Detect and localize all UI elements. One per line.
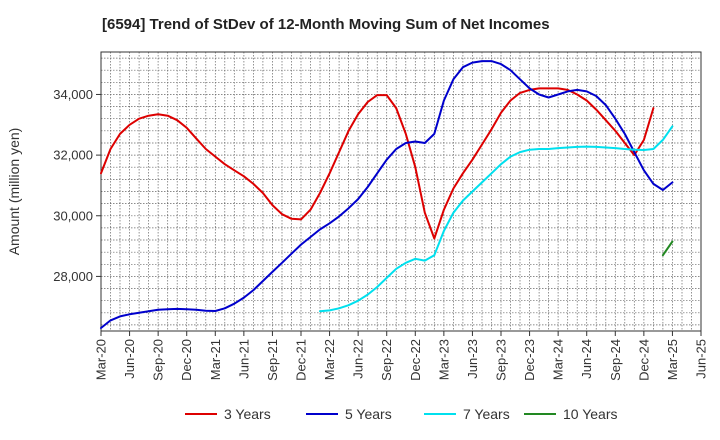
series-line-1 [100, 87, 655, 240]
x-tick-label: Sep-22 [379, 339, 394, 381]
y-axis-title: Amount (million yen) [6, 128, 22, 256]
legend-label: 5 Years [345, 406, 392, 422]
plot-border [100, 51, 702, 332]
x-tick-label: Sep-24 [608, 339, 623, 381]
series-line-3 [319, 125, 674, 313]
legend-label: 3 Years [224, 406, 271, 422]
x-tick-label: Mar-21 [208, 339, 223, 380]
x-tick-label: Dec-23 [522, 339, 537, 381]
x-tick-label: Sep-20 [151, 339, 166, 381]
x-tick-label: Mar-23 [436, 339, 451, 380]
x-tick-label: Mar-25 [665, 339, 680, 380]
x-tick-label: Jun-25 [694, 339, 709, 379]
x-tick-label: Jun-20 [122, 339, 137, 379]
x-tick-label: Jun-24 [579, 339, 594, 379]
y-tick-label: 32,000 [53, 148, 93, 163]
series-line-2 [100, 60, 674, 329]
x-tick-label: Dec-22 [408, 339, 423, 381]
legend-label: 7 Years [463, 406, 510, 422]
x-tick-label: Jun-21 [236, 339, 251, 379]
x-tick-label: Jun-23 [465, 339, 480, 379]
x-tick-label: Dec-24 [636, 339, 651, 381]
x-tick-label: Jun-22 [351, 339, 366, 379]
legend-label: 10 Years [563, 406, 618, 422]
y-tick-label: 28,000 [53, 269, 93, 284]
x-tick-label: Sep-21 [265, 339, 280, 381]
x-tick-label: Mar-20 [94, 339, 109, 380]
x-tick-label: Sep-23 [494, 339, 509, 381]
chart-title: [6594] Trend of StDev of 12-Month Moving… [102, 16, 550, 33]
series-line-4 [661, 240, 674, 257]
x-tick-label: Dec-21 [294, 339, 309, 381]
x-tick-label: Dec-20 [179, 339, 194, 381]
x-tick-label: Mar-22 [322, 339, 337, 380]
y-tick-label: 30,000 [53, 208, 93, 223]
y-tick-label: 34,000 [53, 87, 93, 102]
x-tick-label: Mar-24 [551, 339, 566, 380]
